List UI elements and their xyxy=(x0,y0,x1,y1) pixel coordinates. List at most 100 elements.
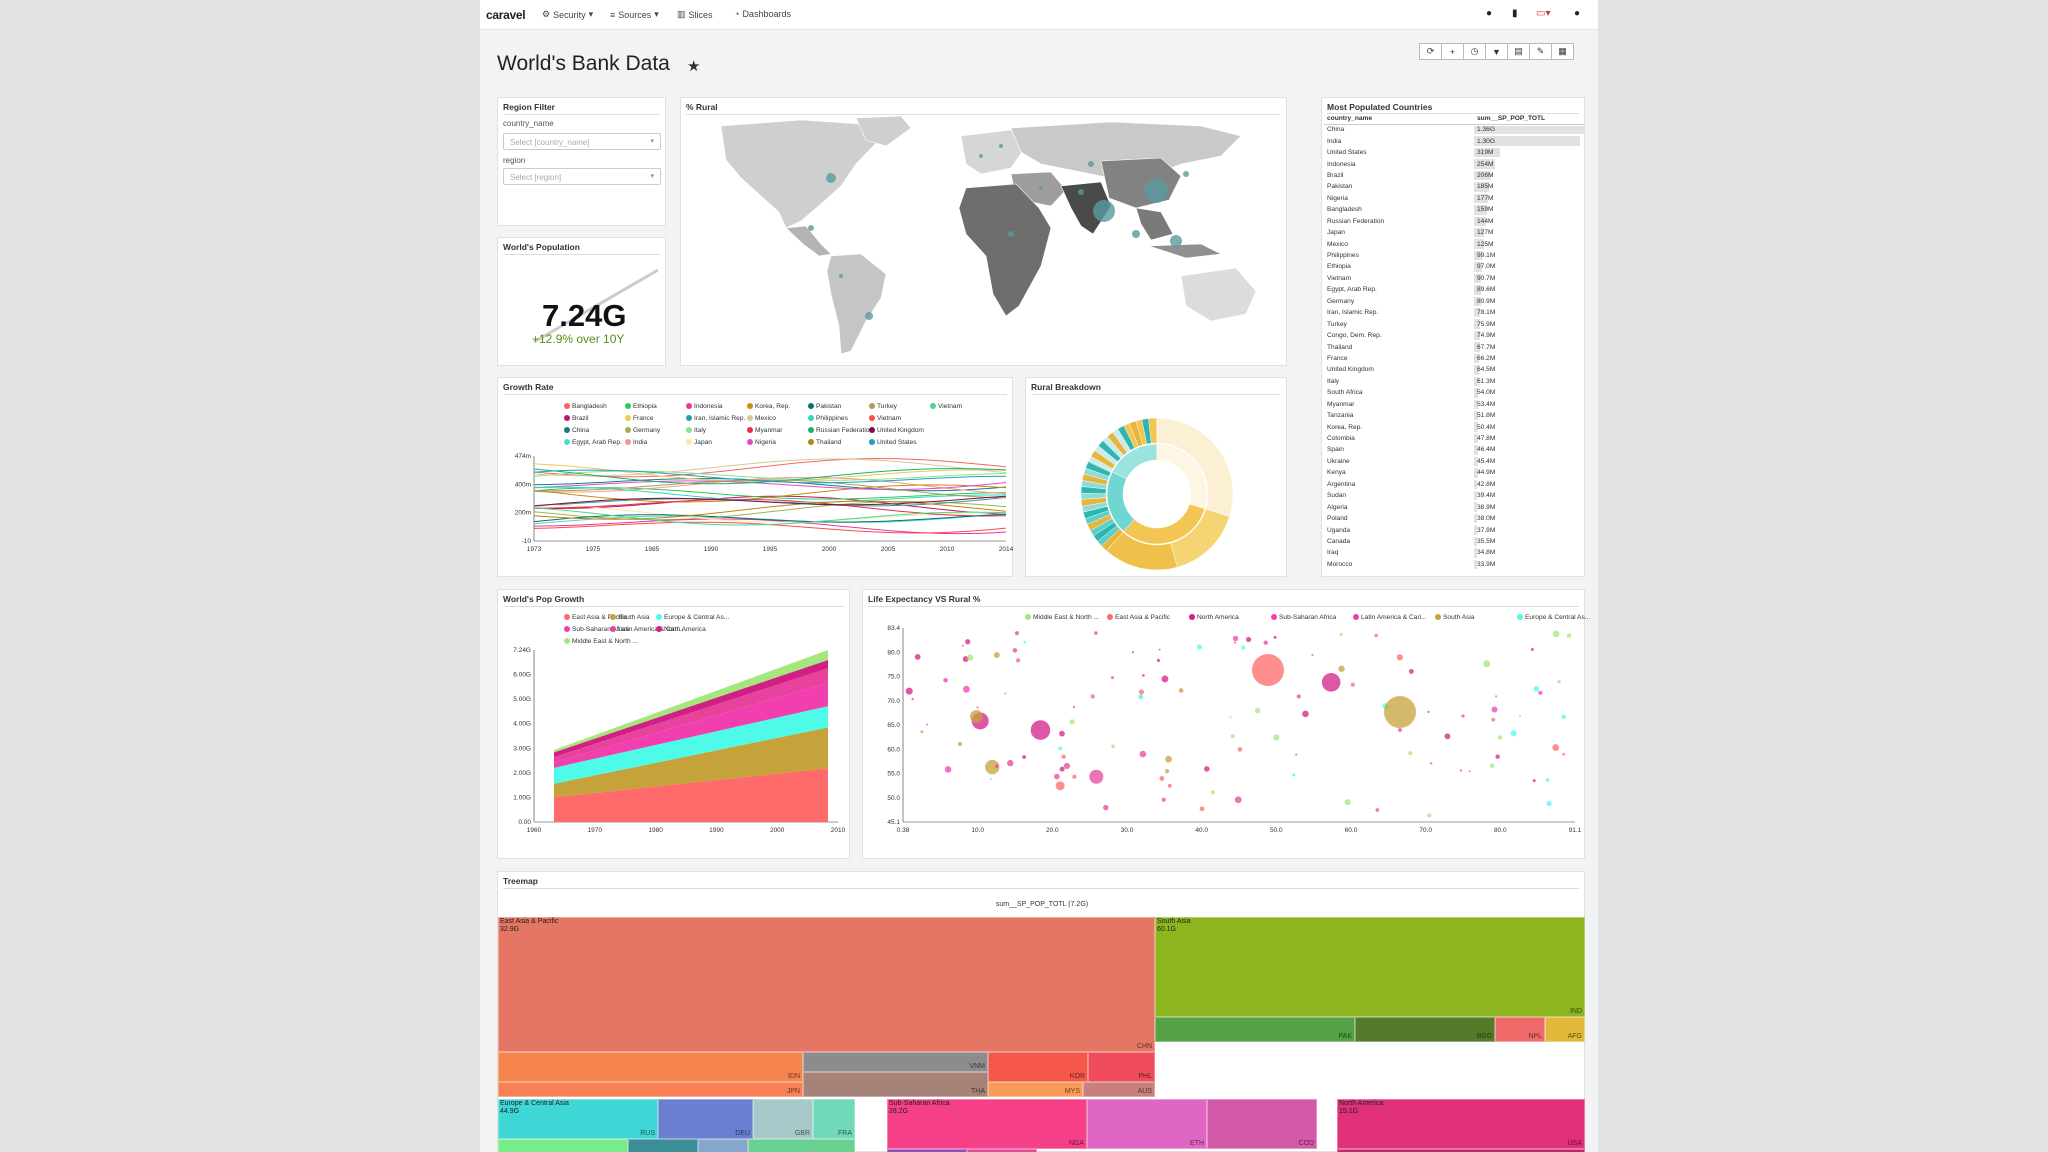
table-row[interactable]: Canada 35.5M xyxy=(1324,536,1584,547)
scatter-point[interactable] xyxy=(1072,705,1076,709)
scatter-point[interactable] xyxy=(1138,689,1144,695)
legend-item[interactable]: Iran, Islamic Rep. xyxy=(686,415,745,422)
scatter-point[interactable] xyxy=(1023,640,1026,644)
scatter-point[interactable] xyxy=(1491,706,1498,713)
table-row[interactable]: Morocco 33.9M xyxy=(1324,559,1584,570)
treemap-cell[interactable]: NGA xyxy=(887,1099,1087,1149)
table-row[interactable]: France 66.2M xyxy=(1324,353,1584,364)
table-row[interactable]: Russian Federation 144M xyxy=(1324,216,1584,227)
scatter-point[interactable] xyxy=(1494,695,1498,698)
treemap-cell[interactable]: UKR xyxy=(748,1139,855,1152)
country-select[interactable]: Select [country_name] ▾ xyxy=(503,133,661,150)
favorite-star-icon[interactable]: ★ xyxy=(687,58,701,75)
table-row[interactable]: Egypt, Arab Rep. 89.6M xyxy=(1324,284,1584,295)
add-slice-button[interactable]: + xyxy=(1441,43,1464,60)
treemap-cell[interactable]: THA xyxy=(803,1072,988,1097)
series-line[interactable] xyxy=(533,500,1007,520)
legend-item[interactable]: Latin America & Cari... xyxy=(610,626,684,633)
scatter-point[interactable] xyxy=(1533,686,1540,692)
table-row[interactable]: Pakistan 185M xyxy=(1324,181,1584,192)
treemap-cell[interactable]: AFG xyxy=(1545,1017,1585,1042)
edit-button[interactable]: ✎ xyxy=(1529,43,1552,60)
area-series[interactable] xyxy=(554,706,828,784)
scatter-point[interactable] xyxy=(1518,714,1522,717)
scatter-point[interactable] xyxy=(1103,804,1109,811)
scatter-point[interactable] xyxy=(1165,755,1172,763)
table-row[interactable]: Mexico 125M xyxy=(1324,238,1584,249)
sunburst-segment[interactable] xyxy=(1141,418,1152,445)
scatter-point[interactable] xyxy=(1204,766,1210,772)
scatter-point[interactable] xyxy=(1495,754,1500,759)
scatter-point[interactable] xyxy=(1015,658,1021,663)
table-row[interactable]: Spain 46.4M xyxy=(1324,444,1584,455)
scatter-point[interactable] xyxy=(1408,669,1414,674)
sunburst-segment[interactable] xyxy=(1093,521,1118,542)
treemap-cell[interactable]: CHN xyxy=(498,917,1155,1052)
scatter-point[interactable] xyxy=(1111,744,1115,749)
scatter-point[interactable] xyxy=(1012,648,1018,653)
column-header-country[interactable]: country_name xyxy=(1324,114,1474,125)
treemap-cell[interactable]: DEU xyxy=(658,1099,753,1139)
legend-item[interactable]: Brazil xyxy=(564,415,589,422)
refresh-interval-button[interactable]: ◷ xyxy=(1463,43,1486,60)
sunburst-segment[interactable] xyxy=(1106,431,1128,456)
scatter-point[interactable] xyxy=(1245,636,1252,643)
scatter-point[interactable] xyxy=(1061,754,1066,759)
nav-security[interactable]: ⚙ Security ▾ xyxy=(542,9,593,20)
scatter-point[interactable] xyxy=(995,764,999,768)
scatter-point[interactable] xyxy=(1229,716,1232,719)
legend-item[interactable]: Indonesia xyxy=(686,403,723,410)
legend-item[interactable]: Turkey xyxy=(869,403,897,410)
legend-item[interactable]: Thailand xyxy=(808,439,841,446)
table-row[interactable]: Iran, Islamic Rep. 78.1M xyxy=(1324,307,1584,318)
scatter-point[interactable] xyxy=(914,654,921,660)
legend-item[interactable]: East Asia & Pacific xyxy=(1107,614,1170,621)
treemap-cell[interactable]: POL xyxy=(628,1139,698,1152)
scatter-point[interactable] xyxy=(1030,720,1051,740)
treemap-cell[interactable]: MYS xyxy=(988,1082,1083,1097)
table-row[interactable]: Sudan 39.4M xyxy=(1324,490,1584,501)
treemap-cell[interactable]: USA xyxy=(1337,1099,1585,1149)
series-line[interactable] xyxy=(533,484,1007,503)
scatter-point[interactable] xyxy=(1234,796,1242,804)
table-row[interactable]: Ukraine 45.4M xyxy=(1324,456,1584,467)
scatter-point[interactable] xyxy=(1139,750,1147,758)
sunburst-segment[interactable] xyxy=(1080,486,1107,494)
scatter-point[interactable] xyxy=(1538,690,1543,695)
series-line[interactable] xyxy=(533,495,1007,515)
scatter-point[interactable] xyxy=(1210,790,1215,795)
css-button[interactable]: ▤ xyxy=(1507,43,1530,60)
user-icon[interactable]: ● xyxy=(1574,8,1581,19)
area-series[interactable] xyxy=(554,768,828,822)
scatter-point[interactable] xyxy=(1295,753,1298,756)
legend-item[interactable]: United Kingdom xyxy=(869,427,924,434)
scatter-point[interactable] xyxy=(905,687,913,695)
scatter-point[interactable] xyxy=(1055,781,1065,791)
table-row[interactable]: Argentina 42.8M xyxy=(1324,479,1584,490)
scatter-point[interactable] xyxy=(1468,770,1471,773)
scatter-point[interactable] xyxy=(1138,694,1144,700)
area-series[interactable] xyxy=(554,727,828,798)
sunburst-segment[interactable] xyxy=(1090,450,1116,470)
scatter-point[interactable] xyxy=(1199,806,1205,812)
legend-item[interactable]: Japan xyxy=(686,439,712,446)
scatter-point[interactable] xyxy=(1273,635,1277,639)
table-row[interactable]: Colombia 47.8M xyxy=(1324,433,1584,444)
table-row[interactable]: Uganda 37.8M xyxy=(1324,524,1584,535)
region-select[interactable]: Select [region] ▾ xyxy=(503,168,661,185)
scatter-point[interactable] xyxy=(1241,645,1246,650)
sunburst-segment[interactable] xyxy=(1111,443,1158,480)
scatter-point[interactable] xyxy=(1497,735,1503,740)
scatter-point[interactable] xyxy=(1562,752,1566,756)
table-row[interactable]: United Kingdom 64.5M xyxy=(1324,364,1584,375)
table-row[interactable]: Nigeria 177M xyxy=(1324,193,1584,204)
area-series[interactable] xyxy=(554,650,828,753)
sunburst-segment[interactable] xyxy=(1080,497,1107,507)
scatter-point[interactable] xyxy=(1350,682,1355,687)
scatter-point[interactable] xyxy=(985,759,1000,775)
scatter-point[interactable] xyxy=(1552,630,1560,638)
treemap-cell[interactable]: NPL xyxy=(1495,1017,1545,1042)
scatter-point[interactable] xyxy=(1296,694,1301,699)
scatter-point[interactable] xyxy=(1408,751,1413,756)
sunburst-segment[interactable] xyxy=(1081,473,1109,486)
